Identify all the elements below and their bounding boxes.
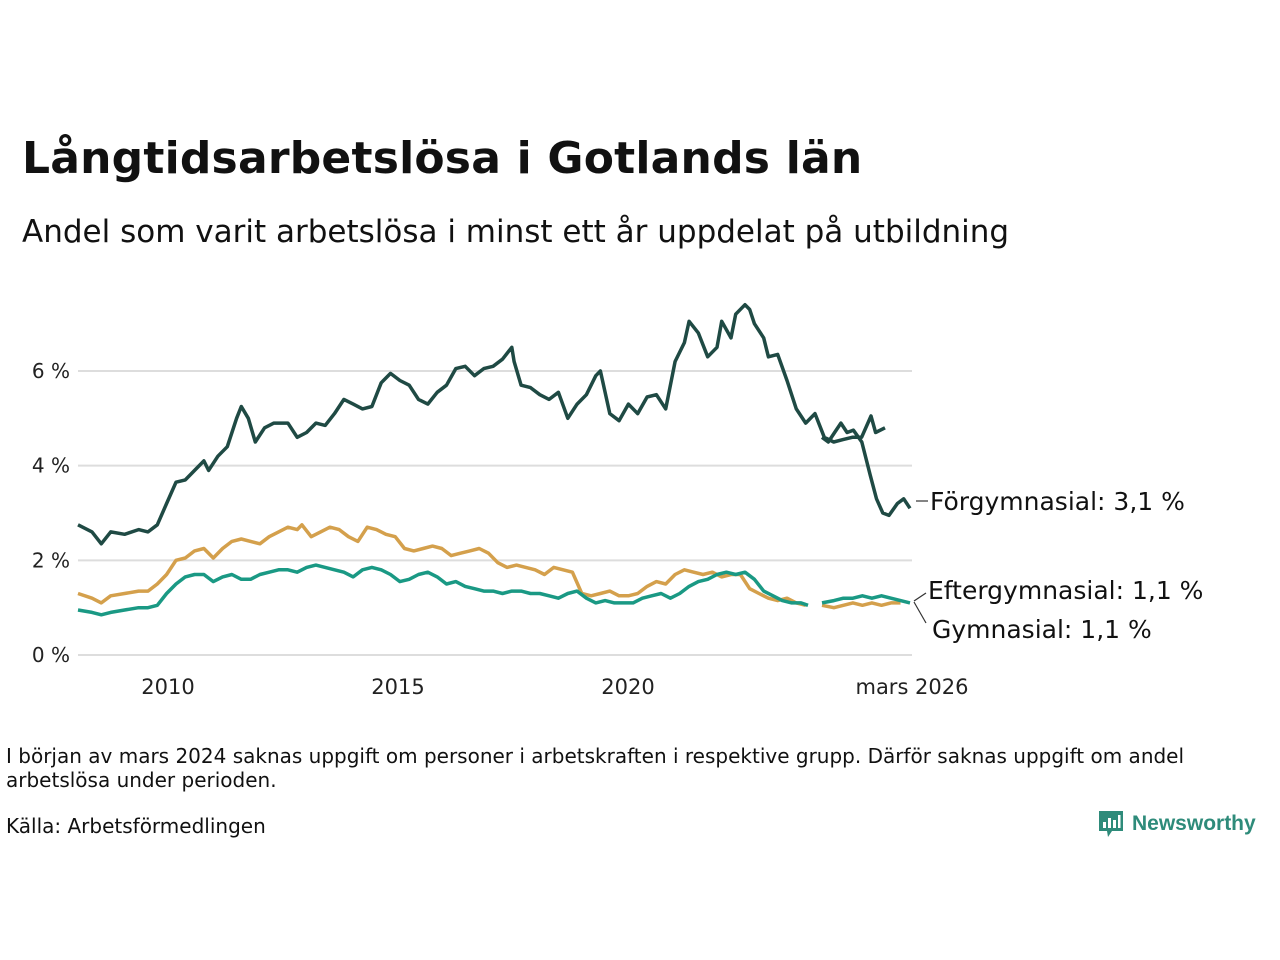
y-axis: 0 % 2 % 4 % 6 % xyxy=(32,359,70,667)
series-label-förgymnasial: Förgymnasial: 3,1 % xyxy=(930,487,1185,516)
series-line-gymnasial xyxy=(77,563,809,617)
x-tick-label: 2020 xyxy=(601,675,654,699)
line-chart: 0 % 2 % 4 % 6 % 2010 2015 2020 mars 2026 Förgy… xyxy=(32,302,1203,699)
newsworthy-logo-icon xyxy=(1099,811,1123,837)
series-line-förgymnasial xyxy=(77,302,886,546)
series-line-förgymnasial-after-gap xyxy=(820,421,912,518)
chart-title: Långtidsarbetslösa i Gotlands län xyxy=(22,133,863,184)
series-label-gymnasial: Gymnasial: 1,1 % xyxy=(932,615,1152,644)
series-lines xyxy=(77,302,912,617)
grid-lines xyxy=(78,370,912,656)
newsworthy-logo-text: Newsworthy xyxy=(1132,812,1256,835)
x-axis: 2010 2015 2020 mars 2026 xyxy=(141,675,968,699)
y-tick-label: 2 % xyxy=(32,548,70,572)
series-line-gymnasial-after-gap xyxy=(821,594,911,605)
chart-subtitle: Andel som varit arbetslösa i minst ett å… xyxy=(22,214,1010,250)
x-tick-label: 2010 xyxy=(141,675,194,699)
y-tick-label: 6 % xyxy=(32,359,70,383)
footnote: I början av mars 2024 saknas uppgift om … xyxy=(6,744,1185,792)
series-labels: Förgymnasial: 3,1 % Eftergymnasial: 1,1 %… xyxy=(913,487,1203,644)
series-label-eftergymnasial: Eftergymnasial: 1,1 % xyxy=(928,576,1203,605)
x-tick-label: 2015 xyxy=(371,675,424,699)
source-text: Källa: Arbetsförmedlingen xyxy=(6,814,266,838)
series-line-eftergymnasial xyxy=(77,523,807,607)
series-line-eftergymnasial-after-gap xyxy=(821,601,901,610)
newsworthy-logo[interactable]: Newsworthy xyxy=(1098,810,1256,838)
y-tick-label: 4 % xyxy=(32,454,70,478)
label-leader-line xyxy=(913,601,927,624)
label-leader-line xyxy=(913,592,927,602)
x-tick-label: mars 2026 xyxy=(855,675,968,699)
y-tick-label: 0 % xyxy=(32,643,70,667)
